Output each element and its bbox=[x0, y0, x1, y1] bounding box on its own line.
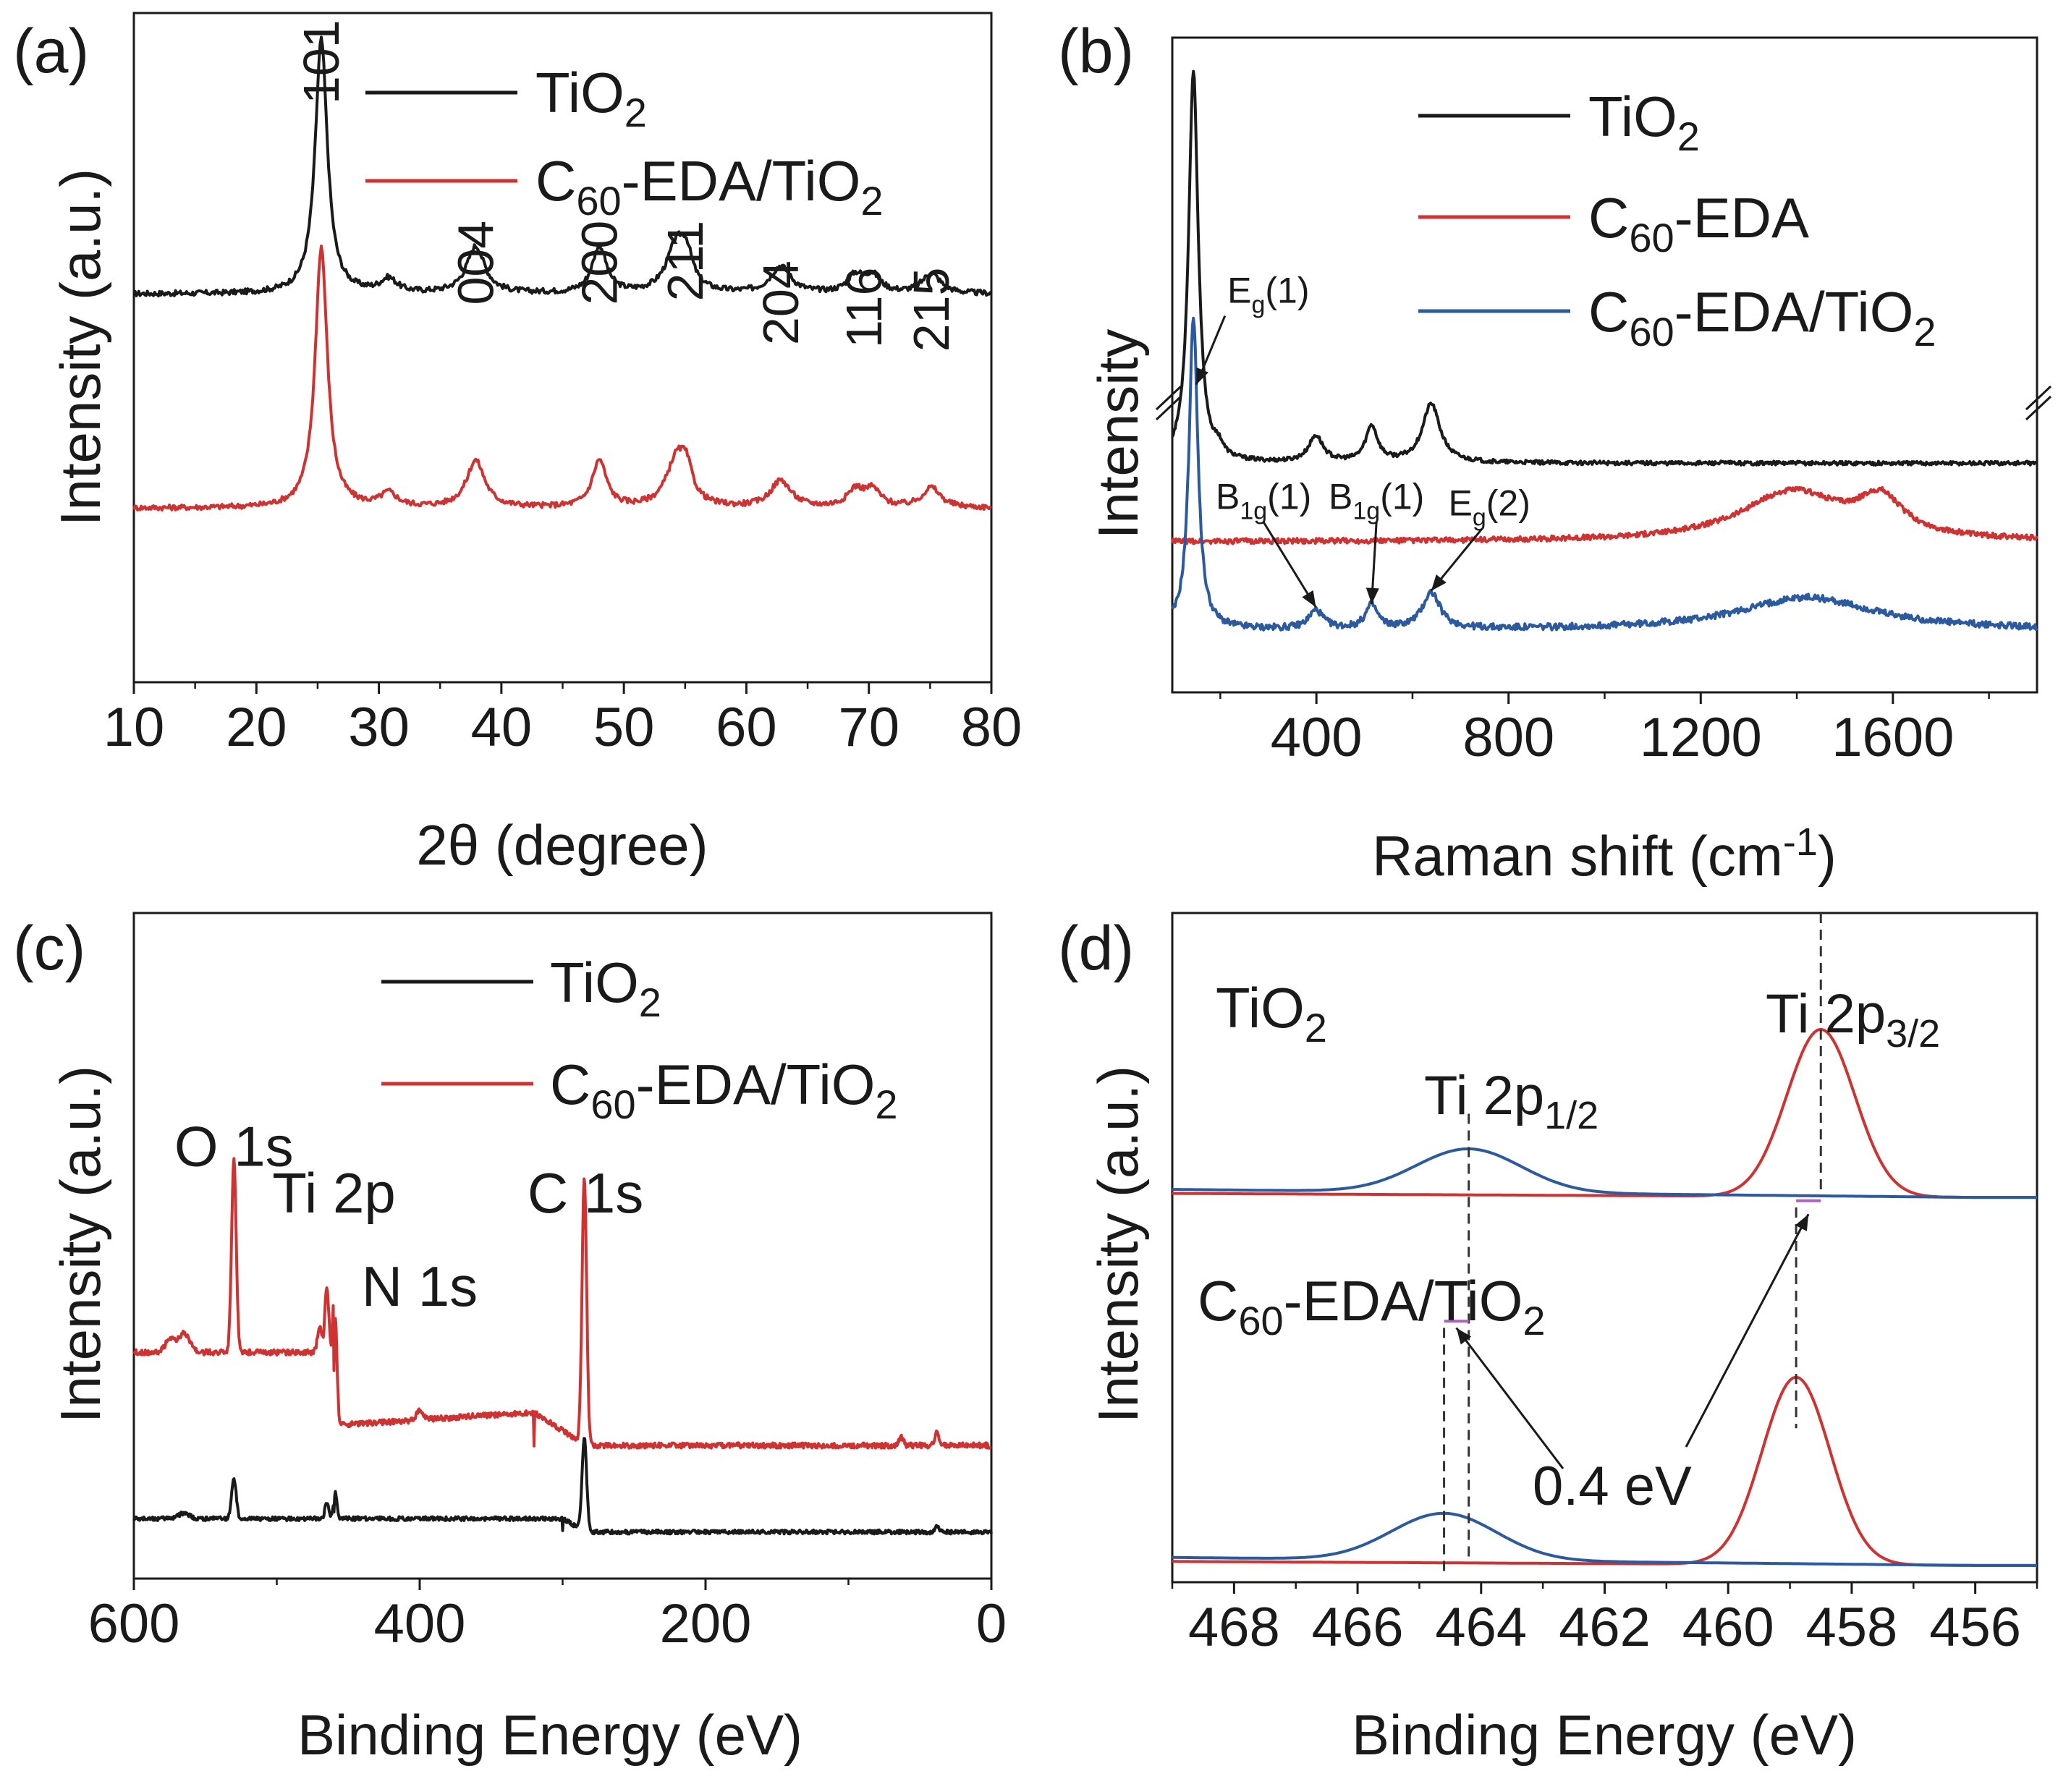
panel-c-x-tick-label: 400 bbox=[374, 1593, 466, 1655]
panel-c-legend: TiO2 C60-EDA/TiO2 bbox=[381, 951, 898, 1127]
panel-c-y-axis-title: Intensity (a.u.) bbox=[48, 1066, 112, 1423]
panel-a-legend-entry-c60-eda-tio2: C60-EDA/TiO2 bbox=[535, 149, 884, 224]
panel-a-x-axis-title: 2θ (degree) bbox=[416, 813, 708, 877]
annotation-arrow bbox=[1685, 1213, 1810, 1448]
panel-c-x-tick-label: 200 bbox=[660, 1593, 752, 1655]
panel-d-fit-0 bbox=[1172, 1027, 2037, 1199]
panel-b-legend-entry-tio2: TiO2 bbox=[1588, 85, 1700, 159]
annotation-arrowhead bbox=[1302, 590, 1316, 608]
panel-c-x-tick-label: 0 bbox=[976, 1593, 1007, 1655]
panel-a-x-tick-label: 60 bbox=[716, 697, 777, 758]
panel-a-series-c60-eda-tio2 bbox=[132, 245, 992, 512]
panel-a-x-tick-label: 50 bbox=[593, 697, 655, 758]
panel-b-y-axis-title: Intensity bbox=[1086, 329, 1150, 539]
panel-a-peak-label: 004 bbox=[447, 221, 504, 305]
panel-b-x-tick-label: 1600 bbox=[1832, 707, 1954, 768]
panel-d-x-axis-title: Binding Energy (eV) bbox=[1352, 1703, 1857, 1767]
panel-d-sample-label-tio2: TiO2 bbox=[1216, 976, 1327, 1050]
panel-a-x-tick-label: 80 bbox=[961, 697, 1022, 758]
panel-b-series-c60-eda bbox=[1171, 485, 2038, 545]
panel-a-label: (a) bbox=[13, 17, 89, 86]
panel-a-x-tick-label: 30 bbox=[348, 697, 410, 758]
panel-d-x-tick-label: 458 bbox=[1806, 1597, 1898, 1658]
annotation-arrowhead bbox=[1196, 367, 1208, 385]
panel-d-x-tick-label: 462 bbox=[1559, 1597, 1651, 1658]
panel-c-x-tick-label: 600 bbox=[88, 1593, 180, 1655]
annotation-arrowhead bbox=[1365, 587, 1379, 604]
panel-a-peak-label: 116 bbox=[836, 268, 892, 349]
panel-b-mode-label: Eg(2) bbox=[1448, 483, 1530, 532]
panel-c-peak-label: C 1s bbox=[528, 1161, 643, 1225]
panel-a-legend-entry-tio2: TiO2 bbox=[535, 61, 647, 135]
panel-b-x-tick-label: 1200 bbox=[1640, 707, 1762, 768]
panel-d-shift-label: 0.4 eV bbox=[1533, 1456, 1692, 1517]
panel-a-y-axis-title: Intensity (a.u.) bbox=[48, 169, 112, 526]
panel-b-label: (b) bbox=[1058, 17, 1134, 86]
panel-c-series-c60-eda-tio2 bbox=[132, 1157, 992, 1450]
panel-b-mode-label: B1g(1) bbox=[1329, 477, 1424, 525]
panel-d-label: (d) bbox=[1058, 914, 1134, 983]
panel-b-x-tick-label: 400 bbox=[1271, 707, 1363, 768]
panel-c-peak-label: N 1s bbox=[362, 1254, 478, 1318]
panel-a-peak-label: 204 bbox=[753, 260, 809, 345]
panel-c-label: (c) bbox=[13, 914, 85, 983]
panel-c-legend-entry-c60-eda-tio2: C60-EDA/TiO2 bbox=[550, 1053, 898, 1127]
panel-a-x-tick-label: 20 bbox=[226, 697, 287, 758]
panel-a-peak-label: 200 bbox=[571, 221, 627, 305]
panel-d-sample-label-c60-eda-tio2: C60-EDA/TiO2 bbox=[1198, 1269, 1546, 1343]
panel-d-x-tick-label: 464 bbox=[1435, 1597, 1527, 1658]
panel-b-series-c60-eda-tio2 bbox=[1171, 316, 2038, 632]
panel-b-series-tio2 bbox=[1171, 69, 2038, 467]
annotation-arrowhead bbox=[1456, 1328, 1472, 1345]
panel-b-legend-entry-c60-eda-tio2: C60-EDA/TiO2 bbox=[1588, 280, 1936, 354]
panel-a-peak-label: 211 bbox=[657, 221, 713, 302]
panel-d-fit-3 bbox=[1172, 1511, 2037, 1567]
panel-a-series-tio2 bbox=[133, 35, 992, 298]
panel-c-x-axis-title: Binding Energy (eV) bbox=[297, 1703, 803, 1767]
panel-d-x-tick-label: 456 bbox=[1929, 1597, 2021, 1658]
panel-c-series-tio2 bbox=[132, 1437, 993, 1536]
panel-b-legend: TiO2 C60-EDA C60-EDA/TiO2 bbox=[1418, 85, 1936, 354]
panel-b-x-tick-label: 800 bbox=[1462, 707, 1554, 768]
panel-c-legend-entry-tio2: TiO2 bbox=[550, 951, 661, 1025]
panel-b-mode-label: B1g(1) bbox=[1216, 477, 1311, 525]
panel-b-legend-entry-c60-eda: C60-EDA bbox=[1588, 186, 1809, 260]
annotation-arrowhead bbox=[1795, 1214, 1809, 1231]
panel-d-peak-label-ti2p12: Ti 2p1/2 bbox=[1424, 1065, 1598, 1137]
panel-b-x-axis-title: Raman shift (cm-1) bbox=[1372, 820, 1837, 888]
panel-b-raman: (b) 400 800 1200 1600 Eg(1) B1g(1) B1g(1) Eg(2… bbox=[1058, 17, 2052, 888]
panel-b-axis-break-marks bbox=[1155, 385, 2052, 421]
panel-d-x-tick-label: 468 bbox=[1188, 1597, 1280, 1658]
panel-a-x-tick-label: 70 bbox=[838, 697, 899, 758]
panel-a-x-tick-label: 10 bbox=[103, 697, 165, 758]
panel-d-peak-label-ti2p32: Ti 2p3/2 bbox=[1766, 983, 1940, 1056]
panel-d-ti2p: (d) 468 466 464 462 460 458 456 Binding Energy… bbox=[1058, 912, 2038, 1767]
panel-c-peak-label: O 1s bbox=[174, 1115, 294, 1179]
panel-b-mode-label: Eg(1) bbox=[1227, 271, 1309, 319]
panel-a-peak-label: 101 bbox=[293, 20, 350, 104]
panel-d-x-tick-label: 466 bbox=[1312, 1597, 1404, 1658]
panel-c-peak-label: Ti 2p bbox=[272, 1161, 396, 1225]
annotation-arrowhead bbox=[1431, 574, 1447, 591]
panel-a-x-tick-label: 40 bbox=[471, 697, 533, 758]
panel-a-legend: TiO2 C60-EDA/TiO2 bbox=[365, 61, 884, 224]
panel-a-peak-label: 215 bbox=[903, 268, 960, 352]
annotation-arrow bbox=[1455, 1327, 1564, 1469]
panel-d-y-axis-title: Intensity (a.u.) bbox=[1086, 1066, 1150, 1423]
panel-d-fit-1 bbox=[1172, 1147, 2037, 1199]
panel-d-x-tick-label: 460 bbox=[1682, 1597, 1774, 1658]
panel-d-fit-2 bbox=[1172, 1375, 2037, 1567]
annotation-arrow bbox=[1262, 521, 1317, 608]
